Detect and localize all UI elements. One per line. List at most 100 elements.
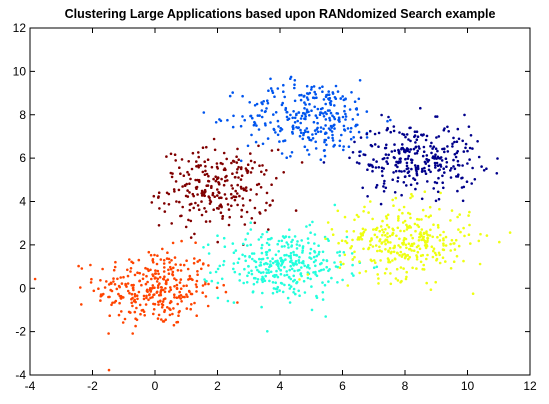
y-tick-label: 12 <box>13 21 27 35</box>
data-point-cluster-2 <box>240 208 243 212</box>
data-point-cluster-2 <box>265 169 268 172</box>
data-point-cluster-2 <box>215 206 219 210</box>
data-point-cluster-1 <box>162 278 166 281</box>
data-point-cluster-2 <box>253 161 256 164</box>
data-point-cluster-3 <box>321 281 324 284</box>
data-point-cluster-2 <box>224 175 227 179</box>
data-point-cluster-4 <box>339 97 343 100</box>
data-point-cluster-3 <box>265 230 269 234</box>
data-point-cluster-6 <box>441 181 445 184</box>
data-point-cluster-2 <box>187 173 191 176</box>
data-point-cluster-1 <box>179 294 183 297</box>
data-point-cluster-5 <box>374 261 377 265</box>
data-point-cluster-5 <box>405 246 408 250</box>
data-point-cluster-3 <box>310 285 313 288</box>
data-point-cluster-6 <box>407 138 410 141</box>
data-point-cluster-3 <box>297 289 301 293</box>
data-point-cluster-2 <box>212 137 216 141</box>
data-point-cluster-3 <box>216 267 220 271</box>
data-point-cluster-1 <box>134 300 137 304</box>
data-point-cluster-2 <box>238 194 241 198</box>
data-point-cluster-4 <box>254 140 258 144</box>
data-point-cluster-2 <box>213 148 217 152</box>
data-point-cluster-3 <box>266 330 269 333</box>
data-point-cluster-3 <box>290 240 293 244</box>
data-point-cluster-3 <box>216 281 220 285</box>
data-point-cluster-6 <box>382 190 386 193</box>
data-point-cluster-6 <box>464 146 467 150</box>
data-point-cluster-6 <box>421 154 425 158</box>
data-point-cluster-5 <box>428 234 432 237</box>
data-point-cluster-4 <box>202 111 206 114</box>
data-point-cluster-1 <box>120 282 124 285</box>
data-point-cluster-4 <box>322 98 326 101</box>
data-point-cluster-1 <box>157 272 160 276</box>
data-point-cluster-4 <box>299 131 303 135</box>
data-point-cluster-1 <box>186 295 189 299</box>
data-point-cluster-1 <box>177 314 180 318</box>
data-point-cluster-6 <box>392 171 395 174</box>
data-point-cluster-2 <box>263 173 266 176</box>
data-point-cluster-2 <box>188 191 191 194</box>
data-point-cluster-6 <box>416 135 420 138</box>
data-point-cluster-1 <box>175 296 179 300</box>
data-point-cluster-4 <box>276 87 280 90</box>
data-point-cluster-4 <box>356 123 359 127</box>
data-point-cluster-6 <box>415 130 419 133</box>
data-point-cluster-5 <box>408 212 412 216</box>
data-point-cluster-4 <box>261 142 265 146</box>
data-point-cluster-1 <box>162 259 166 262</box>
data-point-cluster-5 <box>427 215 431 219</box>
data-point-cluster-6 <box>463 113 466 117</box>
data-point-cluster-5 <box>324 237 327 241</box>
data-point-cluster-6 <box>413 164 417 167</box>
data-point-cluster-5 <box>410 242 414 246</box>
data-point-cluster-6 <box>408 150 411 154</box>
data-point-cluster-1 <box>169 268 173 271</box>
data-point-cluster-2 <box>204 210 208 213</box>
data-point-cluster-5 <box>337 241 340 245</box>
data-point-cluster-2 <box>236 168 239 171</box>
data-point-cluster-6 <box>355 161 359 164</box>
data-point-cluster-1 <box>186 267 190 271</box>
data-point-cluster-2 <box>267 228 270 231</box>
data-point-cluster-4 <box>241 115 244 118</box>
data-point-cluster-6 <box>377 145 380 148</box>
data-point-cluster-1 <box>133 292 137 296</box>
data-point-cluster-3 <box>333 261 336 264</box>
data-point-cluster-4 <box>309 138 313 142</box>
data-point-cluster-5 <box>375 235 379 239</box>
data-point-cluster-2 <box>212 208 215 211</box>
data-point-cluster-4 <box>246 144 250 148</box>
data-point-cluster-6 <box>452 165 455 168</box>
data-point-cluster-5 <box>398 253 401 257</box>
data-point-cluster-6 <box>397 150 401 153</box>
data-point-cluster-5 <box>409 216 412 220</box>
data-point-cluster-4 <box>296 119 300 123</box>
data-point-cluster-4 <box>279 126 283 130</box>
data-point-cluster-2 <box>197 166 200 169</box>
data-point-cluster-3 <box>257 238 261 241</box>
data-point-cluster-2 <box>213 195 216 198</box>
data-point-cluster-4 <box>348 108 352 111</box>
data-point-cluster-4 <box>300 93 303 97</box>
data-point-cluster-1 <box>79 286 82 289</box>
data-point-cluster-6 <box>454 155 458 159</box>
data-point-cluster-5 <box>422 232 426 235</box>
data-point-cluster-1 <box>179 269 183 272</box>
data-point-cluster-3 <box>260 305 263 309</box>
data-point-cluster-1 <box>162 270 166 273</box>
data-point-cluster-2 <box>157 195 160 198</box>
data-point-cluster-3 <box>294 292 297 296</box>
data-point-cluster-3 <box>264 274 268 278</box>
data-point-cluster-6 <box>393 191 397 194</box>
y-tick-label: 2 <box>19 238 26 252</box>
data-point-cluster-4 <box>313 90 317 94</box>
data-point-cluster-1 <box>113 301 116 304</box>
data-point-cluster-3 <box>231 242 235 245</box>
data-point-cluster-6 <box>434 147 438 150</box>
data-point-cluster-5 <box>415 255 419 259</box>
data-point-cluster-5 <box>391 227 395 231</box>
data-point-cluster-3 <box>314 270 317 274</box>
data-point-cluster-5 <box>405 275 408 279</box>
